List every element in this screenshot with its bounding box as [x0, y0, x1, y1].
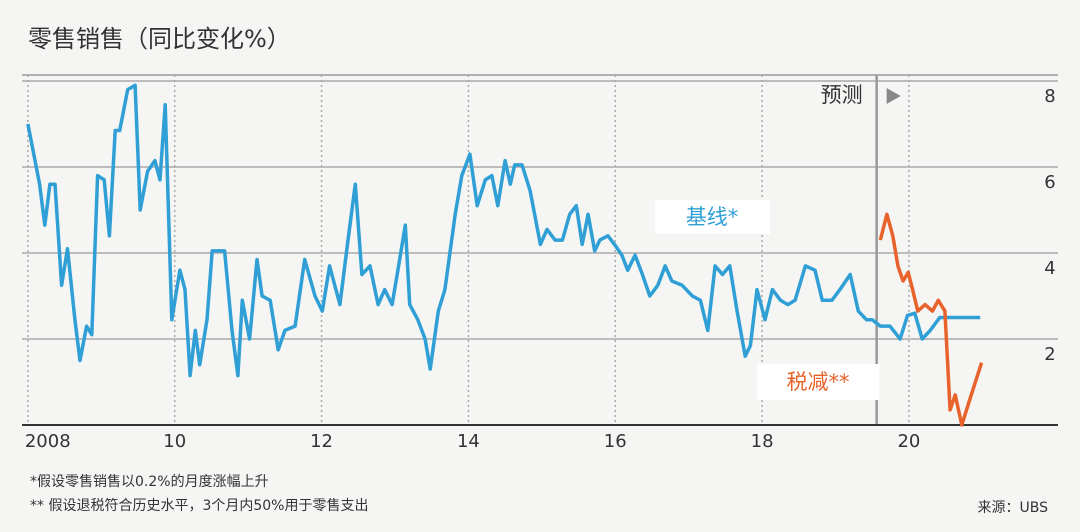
x-tick-label: 14: [457, 431, 480, 452]
y-tick-label: 4: [1044, 258, 1055, 279]
forecast-label: 预测: [821, 83, 863, 107]
series-label: 基线*: [686, 205, 739, 229]
y-tick-label: 8: [1044, 86, 1055, 107]
source: 来源：UBS: [978, 500, 1049, 516]
series-label: 税减**: [787, 370, 850, 394]
x-tick-label: 2008: [25, 431, 71, 452]
series-line: [26, 83, 981, 378]
chart-title: 零售销售（同比变化%）: [28, 25, 291, 53]
x-tick-label: 12: [310, 431, 333, 452]
footnote: ** 假设退税符合历史水平，3个月内50%用于零售支出: [30, 498, 368, 514]
series-line: [878, 212, 984, 427]
series-label-box: [655, 200, 770, 234]
y-tick-label: 6: [1044, 172, 1055, 193]
footnote: *假设零售销售以0.2%的月度涨幅上升: [30, 474, 269, 490]
y-tick-label: 2: [1044, 344, 1055, 365]
x-tick-label: 16: [604, 431, 627, 452]
x-tick-label: 18: [751, 431, 774, 452]
series-label-box: [757, 364, 879, 400]
forecast-arrow: [886, 88, 901, 104]
x-tick-label: 20: [897, 431, 920, 452]
x-tick-label: 10: [163, 431, 186, 452]
